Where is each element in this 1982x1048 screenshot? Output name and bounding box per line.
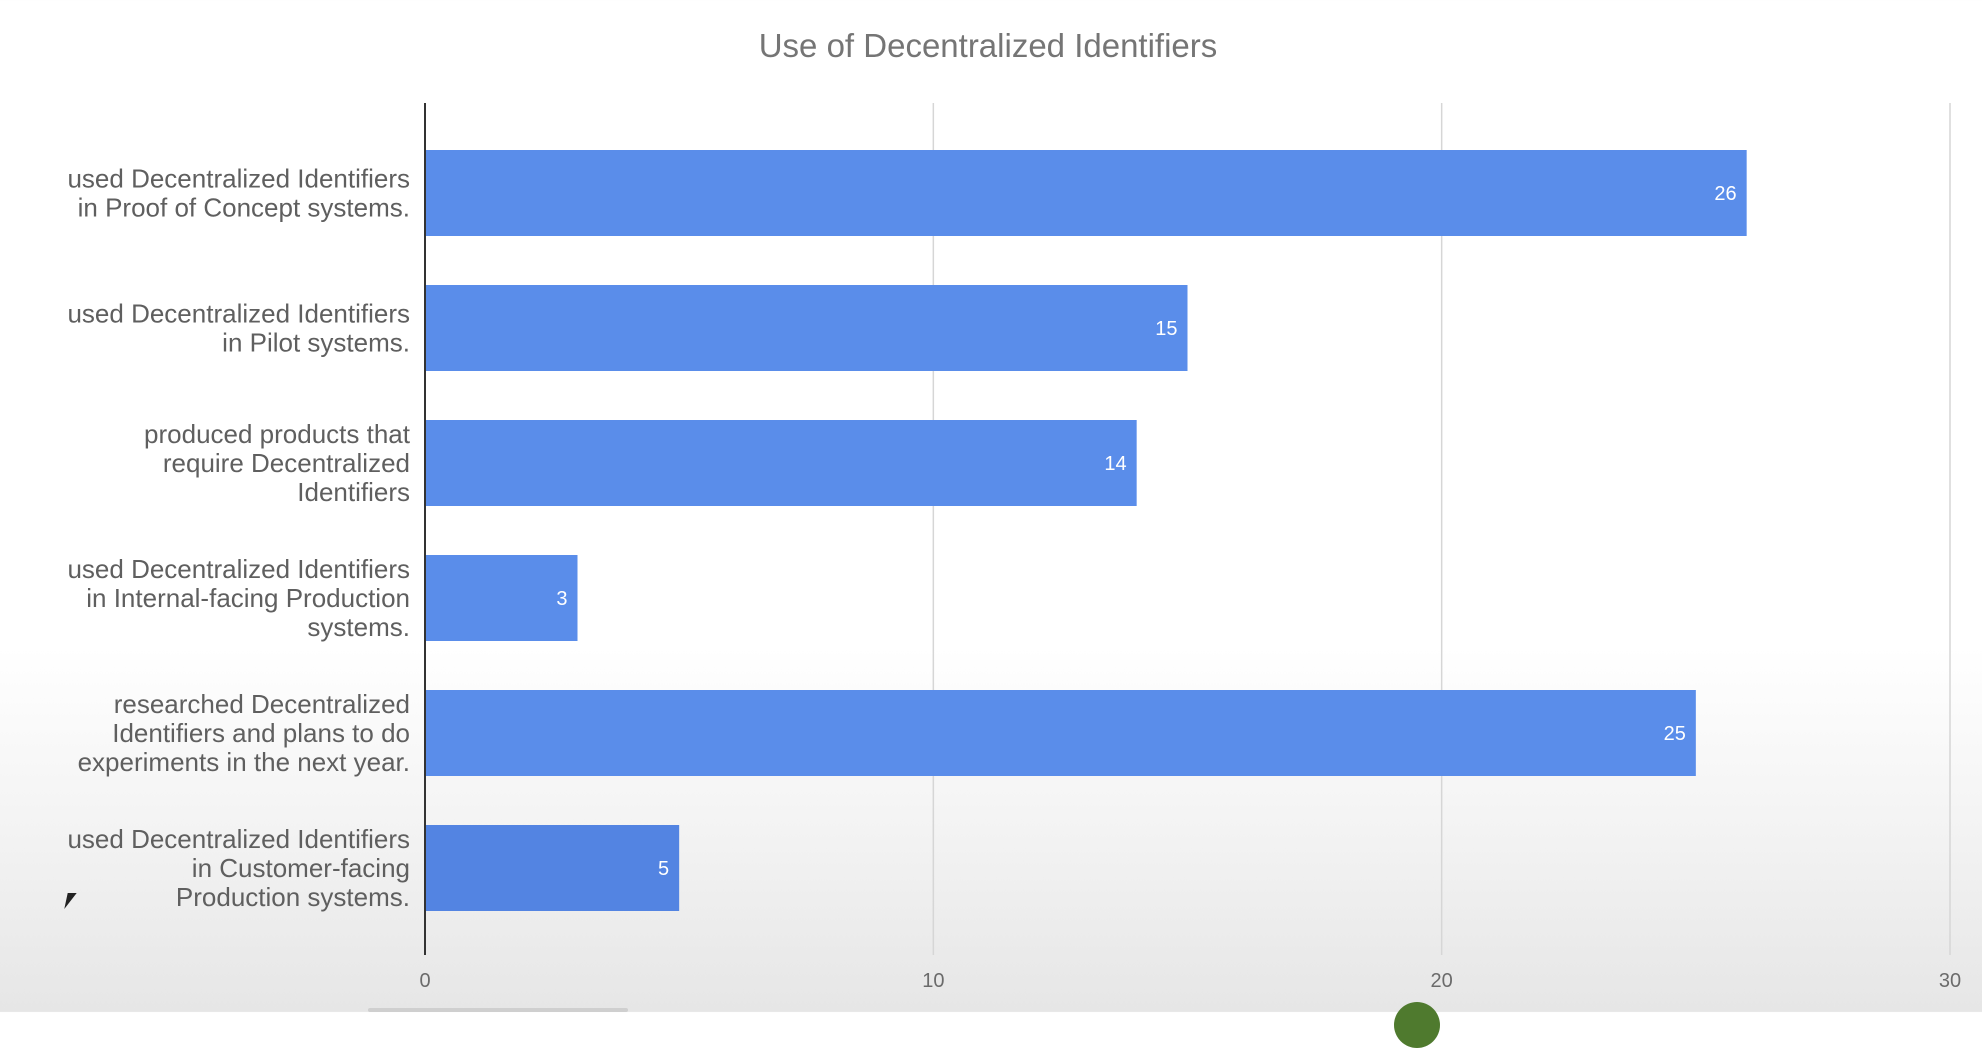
bar (425, 555, 578, 641)
x-tick-label: 10 (922, 970, 944, 992)
data-label: 25 (1664, 723, 1686, 745)
x-tick-label: 0 (419, 970, 430, 992)
x-tick-label: 30 (1939, 970, 1961, 992)
bar (425, 285, 1188, 371)
data-label: 15 (1155, 318, 1177, 340)
bars: 26 15 14 3 25 5 (425, 150, 1747, 911)
data-label: 5 (658, 858, 669, 880)
category-label: used Decentralized Identifiers in Custome… (67, 824, 410, 912)
data-label: 14 (1104, 453, 1126, 475)
bar (425, 150, 1747, 236)
category-label: used Decentralized Identifiers in Interna… (67, 554, 410, 642)
bar (425, 690, 1696, 776)
data-label: 26 (1714, 183, 1736, 205)
x-tick-label: 20 (1431, 970, 1453, 992)
chart-title: Use of Decentralized Identifiers (759, 27, 1218, 64)
bar (425, 420, 1137, 506)
category-label: used Decentralized Identifiers in Pilot s… (67, 299, 410, 358)
bar-chart: Use of Decentralized Identifiers 26 15 14 3… (67, 27, 1961, 992)
avatar[interactable] (1394, 1002, 1440, 1048)
gridlines (932, 103, 1951, 955)
category-label: researched Decentralized Identifiers and … (78, 689, 410, 777)
video-scrubber-bar[interactable] (368, 1008, 628, 1012)
x-axis-ticks: 0 10 20 30 (419, 970, 1961, 992)
category-labels: used Decentralized Identifiers in Proof o… (67, 164, 410, 913)
bar (425, 825, 680, 911)
category-label: produced products that require Decentrali… (144, 419, 411, 507)
data-label: 3 (556, 588, 567, 610)
category-label: used Decentralized Identifiers in Proof o… (67, 164, 410, 223)
